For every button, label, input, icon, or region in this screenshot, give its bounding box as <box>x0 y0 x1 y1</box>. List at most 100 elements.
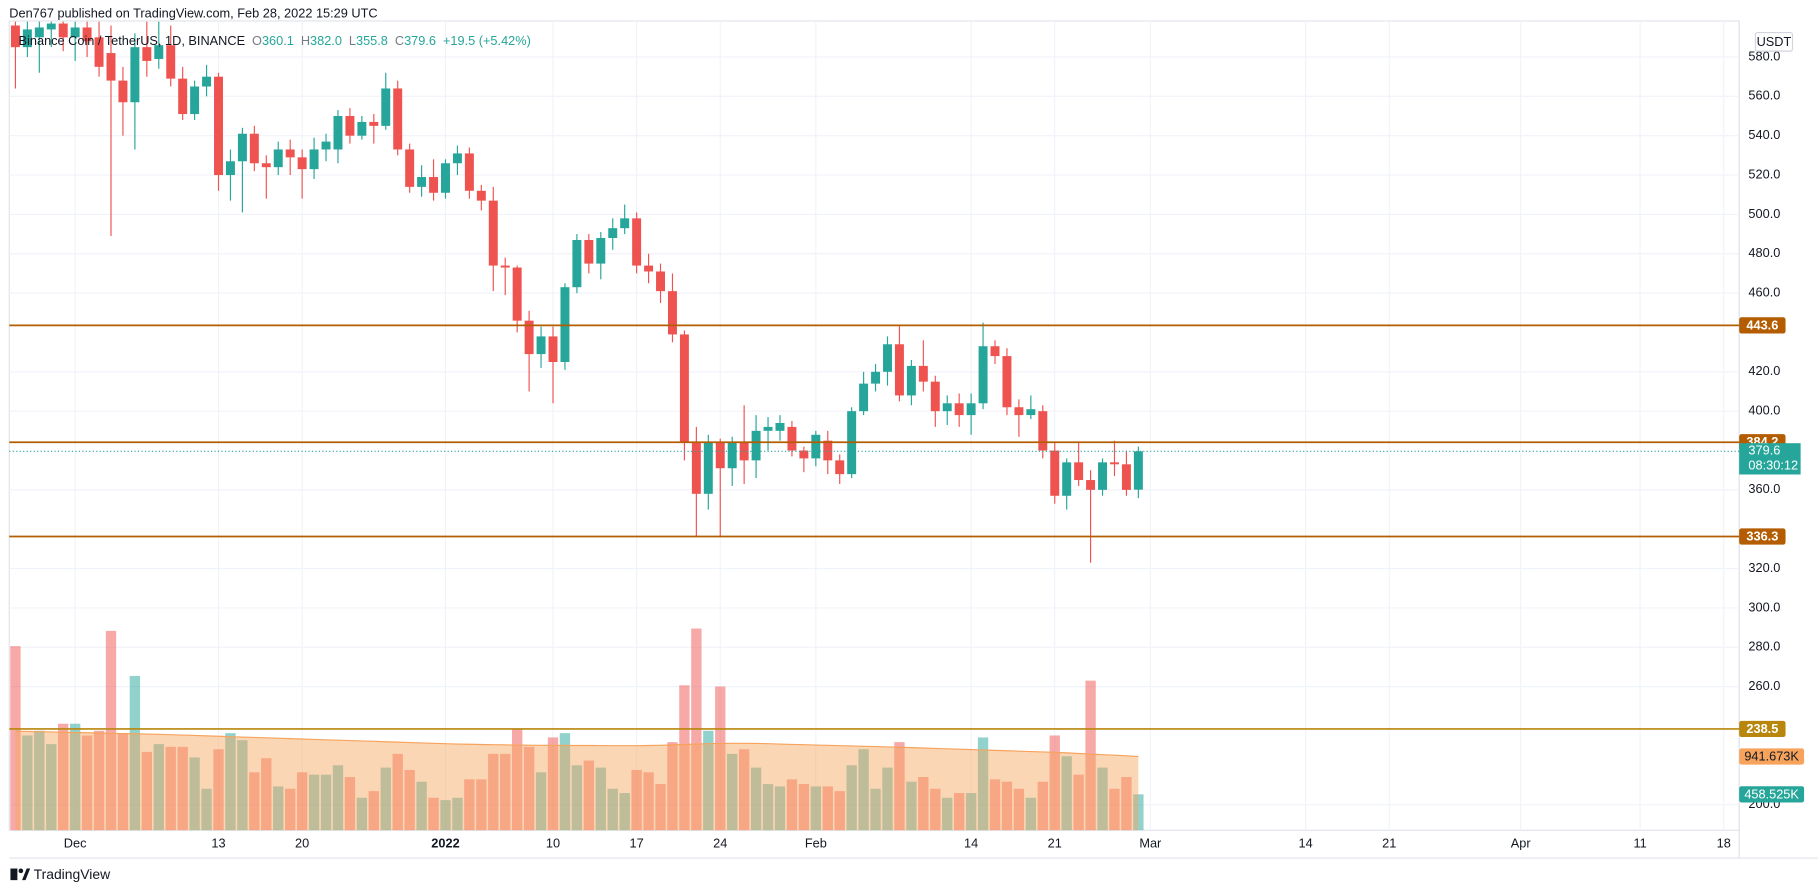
y-tick-label: 400.0 <box>1748 403 1780 418</box>
candle-body <box>656 271 666 292</box>
candle-body <box>321 141 331 150</box>
candle-body <box>1109 462 1119 465</box>
volume-bar <box>906 781 917 831</box>
x-tick-label: Dec <box>64 836 87 851</box>
candle-body <box>106 53 116 81</box>
volume-bar <box>1097 767 1108 831</box>
volume-bar <box>237 740 248 831</box>
volume-bar <box>177 746 188 831</box>
volume-bar <box>416 781 427 831</box>
candle-body <box>763 426 773 431</box>
y-tick-label: 560.0 <box>1748 88 1780 103</box>
volume-bar <box>93 730 105 831</box>
last-price-box <box>1739 443 1801 475</box>
x-tick-label: 17 <box>630 836 644 851</box>
candle-body <box>632 218 642 266</box>
candle-body <box>620 218 630 229</box>
candle-body <box>787 426 797 451</box>
candle-body <box>584 239 594 264</box>
candle-body <box>309 149 319 170</box>
last-price-label: 379.6 <box>1748 443 1780 458</box>
candle-body <box>488 200 498 266</box>
candle-body <box>1133 451 1143 490</box>
candle-body <box>608 228 618 239</box>
candle-body <box>118 80 128 103</box>
volume-value-box <box>1739 786 1805 803</box>
price-level-label: 336.3 <box>1746 528 1778 543</box>
volume-bar <box>1013 788 1025 831</box>
volume-bar <box>46 744 57 831</box>
volume-bar <box>523 746 535 831</box>
volume-bar <box>1001 781 1013 831</box>
volume-bar <box>500 753 511 831</box>
candle-body <box>46 23 56 30</box>
volume-bar <box>10 646 21 831</box>
header: Den767 published on TradingView.com, Feb… <box>9 5 377 20</box>
x-tick-label: 21 <box>1048 836 1062 851</box>
volume-bar <box>452 797 463 831</box>
candle-body <box>823 440 833 461</box>
candle-body <box>930 381 940 412</box>
volume-bar <box>285 788 296 831</box>
volume-bar <box>464 779 475 831</box>
volume-bar <box>834 791 845 831</box>
volume-bar <box>667 742 678 831</box>
volume-bar <box>858 749 869 831</box>
x-tick-label: Apr <box>1511 836 1532 851</box>
volume-bar <box>488 753 499 831</box>
volume-bar <box>34 730 45 831</box>
volume-bar <box>810 786 821 831</box>
price-level-label: 443.6 <box>1746 317 1778 332</box>
volume-bar <box>189 757 200 831</box>
ohlc-value: 355.8 <box>356 33 388 48</box>
volume-bar <box>476 779 487 831</box>
y-tick-label: 360.0 <box>1748 481 1780 496</box>
ohlc-value: 379.6 <box>404 33 436 48</box>
x-tick-label: 11 <box>1633 836 1646 851</box>
ohlc-value: 360.1 <box>262 33 294 48</box>
x-tick-label: 18 <box>1717 836 1731 851</box>
candle-body <box>417 177 427 187</box>
volume-bar <box>918 777 929 831</box>
candle-body <box>34 27 44 38</box>
volume-bar <box>954 793 965 831</box>
volume-bar <box>201 788 212 831</box>
legend: Binance Coin / TetherUS, 1D, BINANCE O360… <box>19 33 531 48</box>
y-tick-label: 540.0 <box>1748 127 1780 142</box>
currency: USDT <box>1757 34 1792 49</box>
candle-body <box>835 460 845 475</box>
y-tick-label: 320.0 <box>1748 560 1780 575</box>
volume-bar <box>571 765 583 831</box>
volume-bar <box>559 733 571 831</box>
volume-bar <box>153 744 164 831</box>
volume-bar <box>1073 774 1084 831</box>
volume-bar <box>22 735 33 831</box>
candle-body <box>1098 462 1108 490</box>
candle-body <box>1121 464 1131 490</box>
volume-bar <box>368 791 379 831</box>
volume-bar <box>727 753 738 831</box>
volume-bar <box>344 777 356 831</box>
x-tick-label: 14 <box>964 836 978 851</box>
volume-bar <box>643 772 654 831</box>
x-tick-label: Feb <box>805 836 827 851</box>
candle-body <box>596 238 606 264</box>
footer-logo <box>10 868 31 881</box>
volume-bar <box>965 793 977 831</box>
candle-body <box>202 76 212 87</box>
ohlc-letter: L <box>349 33 356 48</box>
volume-bar <box>117 733 129 831</box>
volume-bar <box>655 784 666 831</box>
candle-body <box>883 344 892 372</box>
candle-body <box>273 149 283 168</box>
ohlc-letter: O <box>252 33 262 48</box>
candle-body <box>22 29 32 48</box>
candle-body <box>918 365 928 382</box>
candle-body <box>954 403 964 416</box>
candle-body <box>333 116 343 150</box>
candle-body <box>142 47 152 61</box>
candle-body <box>190 86 200 115</box>
candle-body <box>679 334 689 443</box>
ohlc-letter: H <box>301 33 310 48</box>
candle-body <box>894 344 904 396</box>
